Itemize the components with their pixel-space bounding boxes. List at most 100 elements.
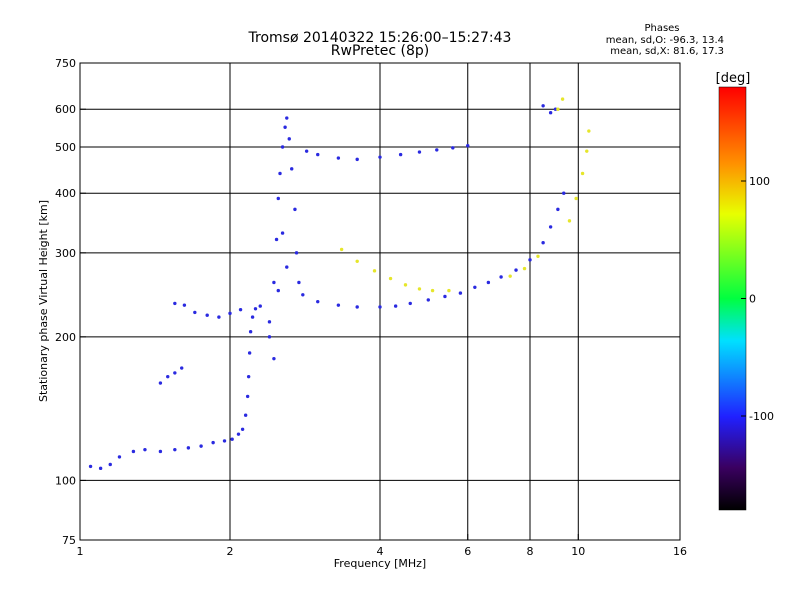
y-tick-label: 750 (55, 57, 76, 70)
data-point-o (355, 305, 359, 309)
data-point-o (499, 275, 503, 279)
data-point-o (294, 251, 299, 255)
data-point-x (430, 288, 435, 293)
data-point-o (267, 320, 272, 324)
chart-subtitle: RwPretec (8p) (331, 43, 429, 59)
data-point-o (458, 291, 463, 295)
y-axis-label: Stationary phase Virtual Height [km] (37, 200, 50, 402)
y-tick-label: 600 (55, 103, 76, 116)
data-point-o (297, 280, 301, 285)
data-point-o (243, 413, 248, 417)
data-point-o (473, 285, 477, 289)
data-point-x (587, 129, 591, 133)
data-point-o (98, 466, 103, 471)
data-point-x (560, 97, 565, 101)
x-tick-label: 2 (227, 545, 234, 558)
data-point-o (276, 196, 280, 201)
data-point-o (378, 155, 382, 159)
data-point-o (193, 310, 197, 315)
colorbar-tick-label: 0 (749, 293, 756, 306)
data-point-o (278, 171, 282, 176)
data-point-o (205, 313, 209, 317)
data-point-o (553, 107, 558, 111)
data-point-o (486, 280, 491, 285)
data-point-x (580, 171, 585, 176)
chart-title: Tromsø 20140322 15:26:00–15:27:43 (248, 30, 512, 46)
data-point-o (301, 293, 305, 297)
data-point-o (393, 304, 398, 308)
data-point-o (336, 303, 341, 307)
data-point-x (585, 149, 589, 153)
data-point-x (556, 107, 560, 111)
data-point-o (182, 303, 187, 307)
data-point-o (217, 315, 221, 319)
colorbar-ticks: 100 0 -100 (741, 175, 774, 423)
data-point-o (290, 167, 294, 171)
data-point-x (372, 269, 377, 273)
data-point-o (246, 374, 251, 379)
data-point-o (398, 152, 403, 157)
colorbar-tick-label: -100 (749, 410, 774, 423)
phase-line-o: mean, sd,O: -96.3, 13.4 (606, 35, 724, 46)
data-point-o (304, 149, 309, 153)
x-axis-label: Frequency [MHz] (334, 557, 426, 570)
data-point-o (280, 231, 285, 235)
data-point-o (199, 444, 203, 448)
axis-layer: 1 2 4 6 8 10 16 75 100 200 300 400 500 600 750 (55, 57, 687, 558)
data-point-o (408, 301, 412, 306)
data-point-o (173, 371, 177, 375)
data-point-o (253, 307, 258, 311)
phase-line-x: mean, sd,X: 81.6, 17.3 (610, 46, 724, 57)
y-tick-label: 200 (55, 331, 76, 344)
data-point-o (556, 207, 560, 212)
data-point-o (528, 258, 532, 262)
data-point-o (285, 116, 289, 120)
data-point-o (287, 137, 291, 141)
data-point-o (316, 152, 320, 157)
data-point-o (222, 439, 227, 443)
data-point-o (274, 237, 279, 242)
points-layer (88, 97, 591, 471)
data-point-o (443, 294, 447, 299)
data-point-o (248, 329, 253, 334)
data-point-o (541, 241, 545, 245)
colorbar-tick-label: 100 (749, 175, 770, 188)
data-point-o (466, 144, 470, 148)
data-point-x (447, 288, 451, 293)
data-point-o (272, 280, 276, 285)
data-point-o (435, 148, 439, 152)
data-point-o (417, 150, 422, 154)
x-tick-label: 1 (77, 545, 84, 558)
data-point-o (548, 111, 553, 115)
x-tick-label: 8 (527, 545, 534, 558)
data-point-x (339, 247, 344, 252)
data-point-o (158, 449, 163, 454)
data-point-x (403, 283, 408, 287)
data-point-o (158, 381, 163, 385)
data-point-o (108, 462, 112, 467)
data-point-o (451, 146, 455, 150)
data-point-o (285, 265, 289, 269)
data-point-o (562, 191, 566, 195)
data-point-o (180, 366, 184, 370)
data-point-o (316, 299, 320, 304)
data-point-o (245, 394, 250, 399)
data-point-o (355, 157, 359, 162)
data-point-o (276, 288, 280, 293)
data-point-o (283, 125, 287, 129)
data-point-x (388, 276, 393, 281)
x-tick-label: 16 (673, 545, 687, 558)
data-point-o (211, 440, 215, 445)
data-point-o (426, 298, 430, 302)
data-point-o (548, 225, 553, 229)
data-point-o (131, 449, 136, 454)
data-point-o (514, 268, 518, 272)
grid-layer (80, 63, 680, 540)
colorbar-label: [deg] (716, 71, 751, 86)
data-point-o (247, 351, 252, 355)
data-point-x (508, 274, 512, 278)
data-point-x (574, 196, 578, 201)
y-tick-label: 300 (55, 247, 76, 260)
